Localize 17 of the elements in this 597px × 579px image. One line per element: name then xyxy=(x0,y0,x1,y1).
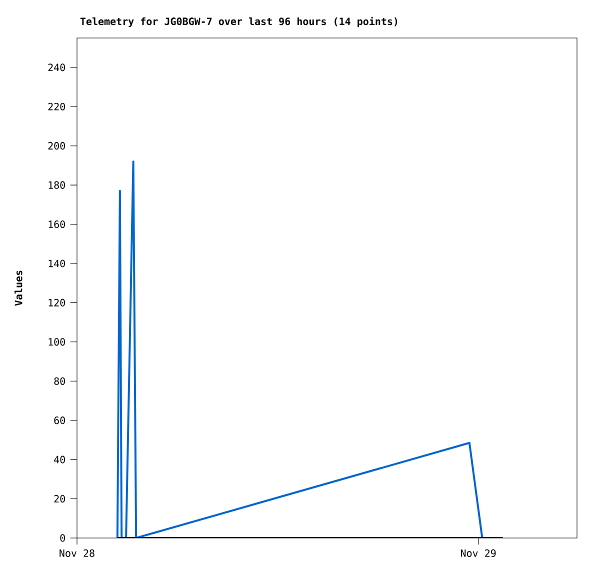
y-tick-label: 140 xyxy=(48,260,65,268)
chart-title: Telemetry for JG0BGW-7 over last 96 hours (14 points) xyxy=(80,16,398,28)
y-tick-label: 200 xyxy=(48,142,65,150)
y-tick-label: 0 xyxy=(60,534,65,542)
y-tick-label: 80 xyxy=(54,377,65,385)
y-tick-label: 120 xyxy=(48,298,65,306)
y-tick-label: 40 xyxy=(54,456,65,464)
y-tick-label: 20 xyxy=(54,494,65,503)
y-tick-label: 100 xyxy=(48,338,65,346)
x-tick-label: Nov 28 xyxy=(60,549,94,557)
y-tick-label: 180 xyxy=(48,181,65,189)
y-tick-label: 60 xyxy=(54,416,65,424)
y-tick-label: 160 xyxy=(48,220,65,228)
y-tick-label: 240 xyxy=(48,64,65,72)
y-axis-title: Values xyxy=(14,270,22,306)
y-tick-label: 220 xyxy=(48,102,65,110)
x-tick-label: Nov 29 xyxy=(460,549,496,557)
